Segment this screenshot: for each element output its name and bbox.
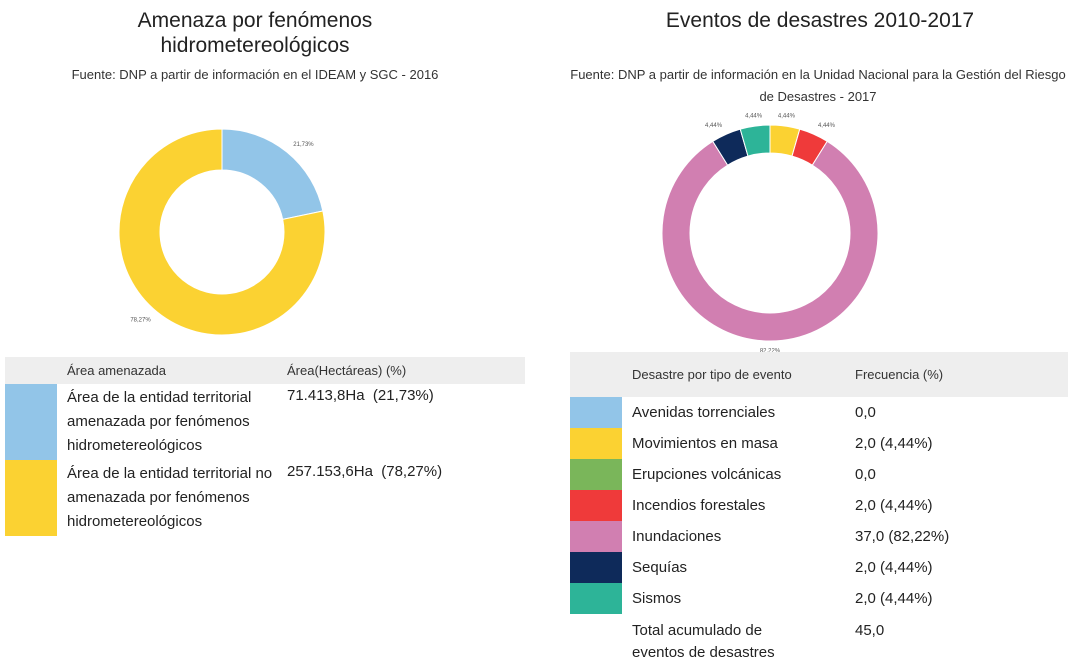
row-label: Sismos [632,590,682,607]
legend-swatch [570,521,622,552]
legend-swatch [570,428,622,459]
header-cell: Área(Hectáreas) (%) [277,357,525,384]
header-cell: Desastre por tipo de evento [622,352,845,397]
header-cell [570,352,622,397]
legend-swatch [570,583,622,614]
legend-swatch [570,490,622,521]
row-value: 71.413,8Ha (21,73%) [287,387,434,404]
row-value: 2,0 (4,44%) [855,435,933,452]
table-row: Área de la entidad territorial amenazada… [5,384,525,460]
row-value: 0,0 [855,404,876,421]
row-value: 0,0 [855,466,876,483]
row-label: Área de la entidad territorial no amenaz… [67,465,273,530]
table-header: Desastre por tipo de evento Frecuencia (%… [570,352,1068,397]
donut-chart: 4,44% 4,44% 82,22% 4,44% 4,44% [661,114,879,355]
table-row: Movimientos en masa 2,0 (4,44%) [570,428,1068,459]
row-label: Movimientos en masa [632,435,778,452]
data-table: Desastre por tipo de evento Frecuencia (%… [570,352,1068,664]
slice-label: 21,73% [293,142,314,148]
chart-subtitle: Fuente: DNP a partir de información en e… [71,67,439,82]
total-label: Total acumulado de eventos de desastres [632,622,775,661]
header-cell [5,357,57,384]
swatch-empty [570,614,622,664]
legend-swatch [570,552,622,583]
donut-slice [118,128,326,336]
table-row: Inundaciones 37,0 (82,22%) [570,521,1068,552]
row-label: Sequías [632,559,688,576]
row-label: Avenidas torrenciales [632,404,776,421]
row-label: Inundaciones [632,528,722,545]
table-row: Incendios forestales 2,0 (4,44%) [570,490,1068,521]
chart-title: Eventos de desastres 2010-2017 [665,9,975,32]
donut-chart: 21,73% 78,27% [118,128,326,336]
row-value: 257.153,6Ha (78,27%) [287,463,443,480]
legend-swatch [570,397,622,428]
header-cell: Área amenazada [57,357,277,384]
row-value: 2,0 (4,44%) [855,590,933,607]
row-value: 37,0 (82,22%) [855,528,950,545]
row-value: 2,0 (4,44%) [855,559,933,576]
table-total-row: Total acumulado de eventos de desastres 4… [570,614,1068,664]
chart-subtitle: Fuente: DNP a partir de información en l… [570,67,1066,104]
slice-label: 82,22% [760,349,781,355]
donut-slice [739,124,771,157]
table-row: Sequías 2,0 (4,44%) [570,552,1068,583]
legend-swatch [570,459,622,490]
legend-swatch [5,384,57,460]
data-table: Área amenazada Área(Hectáreas) (%) Área de… [5,357,525,536]
slice-label: 4,44% [705,123,723,129]
table-header: Área amenazada Área(Hectáreas) (%) [5,357,525,384]
slice-label: 4,44% [745,114,763,120]
legend-swatch [5,460,57,536]
donut-slice [661,140,879,342]
row-label: Área de la entidad territorial amenazada… [67,389,252,454]
slice-label: 4,44% [818,123,836,129]
table-row: Erupciones volcánicas 0,0 [570,459,1068,490]
row-value: 2,0 (4,44%) [855,497,933,514]
table-row: Área de la entidad territorial no amenaz… [5,460,525,536]
table-row: Avenidas torrenciales 0,0 [570,397,1068,428]
header-cell: Frecuencia (%) [845,352,1068,397]
table-row: Sismos 2,0 (4,44%) [570,583,1068,614]
row-label: Erupciones volcánicas [632,466,782,483]
slice-label: 78,27% [130,317,151,323]
total-value: 45,0 [855,622,885,639]
row-label: Incendios forestales [632,497,766,514]
slice-label: 4,44% [778,114,796,120]
chart-title: Amenaza por fenómenos hidrometereológico… [137,9,373,57]
